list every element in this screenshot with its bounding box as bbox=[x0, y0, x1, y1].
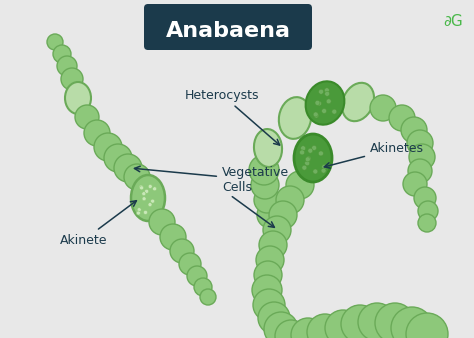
Circle shape bbox=[84, 120, 110, 146]
Circle shape bbox=[321, 168, 326, 173]
Circle shape bbox=[305, 157, 310, 162]
Ellipse shape bbox=[279, 97, 311, 139]
Circle shape bbox=[254, 187, 280, 213]
Circle shape bbox=[300, 150, 305, 155]
Circle shape bbox=[194, 278, 212, 296]
Circle shape bbox=[291, 318, 325, 338]
Circle shape bbox=[104, 144, 132, 172]
Text: Anabaena: Anabaena bbox=[165, 21, 291, 41]
Circle shape bbox=[187, 266, 207, 286]
Circle shape bbox=[252, 275, 282, 305]
Circle shape bbox=[406, 313, 448, 338]
Circle shape bbox=[139, 185, 143, 189]
Circle shape bbox=[61, 68, 83, 90]
Circle shape bbox=[403, 172, 427, 196]
Circle shape bbox=[264, 312, 298, 338]
Text: Heterocysts: Heterocysts bbox=[185, 89, 280, 145]
Circle shape bbox=[275, 320, 307, 338]
Ellipse shape bbox=[306, 81, 345, 125]
Circle shape bbox=[341, 305, 379, 338]
Circle shape bbox=[325, 310, 361, 338]
Circle shape bbox=[144, 211, 147, 214]
Circle shape bbox=[256, 246, 284, 274]
Circle shape bbox=[263, 216, 291, 244]
Circle shape bbox=[47, 34, 63, 50]
FancyBboxPatch shape bbox=[144, 4, 312, 50]
Circle shape bbox=[53, 45, 71, 63]
Circle shape bbox=[140, 186, 144, 190]
Circle shape bbox=[179, 253, 201, 275]
Circle shape bbox=[142, 192, 146, 196]
Circle shape bbox=[200, 289, 216, 305]
Ellipse shape bbox=[65, 82, 91, 114]
Circle shape bbox=[75, 105, 99, 129]
Circle shape bbox=[407, 130, 433, 156]
Circle shape bbox=[258, 302, 290, 334]
Text: ∂G: ∂G bbox=[443, 15, 463, 29]
Circle shape bbox=[114, 154, 142, 182]
Circle shape bbox=[306, 156, 311, 161]
Circle shape bbox=[257, 202, 283, 228]
Ellipse shape bbox=[342, 83, 374, 121]
Circle shape bbox=[253, 289, 285, 321]
Circle shape bbox=[148, 185, 152, 189]
Circle shape bbox=[145, 189, 149, 193]
Circle shape bbox=[322, 108, 327, 114]
Ellipse shape bbox=[294, 134, 332, 182]
Circle shape bbox=[315, 100, 320, 105]
Circle shape bbox=[137, 211, 140, 215]
Circle shape bbox=[375, 303, 415, 338]
Circle shape bbox=[249, 155, 279, 185]
Circle shape bbox=[142, 197, 146, 201]
Circle shape bbox=[313, 112, 318, 117]
Ellipse shape bbox=[254, 129, 282, 167]
Circle shape bbox=[151, 199, 155, 203]
Circle shape bbox=[391, 307, 433, 338]
Circle shape bbox=[319, 89, 324, 94]
Circle shape bbox=[322, 164, 327, 169]
Circle shape bbox=[408, 159, 432, 183]
Circle shape bbox=[418, 214, 436, 232]
Circle shape bbox=[137, 208, 141, 212]
Circle shape bbox=[251, 171, 279, 199]
Circle shape bbox=[259, 231, 287, 259]
Circle shape bbox=[301, 146, 306, 151]
Text: Vegetative
Cells: Vegetative Cells bbox=[135, 166, 289, 194]
Circle shape bbox=[311, 145, 317, 150]
Circle shape bbox=[160, 224, 186, 250]
Circle shape bbox=[124, 164, 150, 190]
Circle shape bbox=[305, 161, 310, 166]
Circle shape bbox=[313, 169, 318, 174]
Circle shape bbox=[370, 95, 396, 121]
Circle shape bbox=[319, 151, 323, 156]
Circle shape bbox=[307, 314, 343, 338]
Circle shape bbox=[94, 133, 122, 161]
Circle shape bbox=[308, 148, 313, 153]
Circle shape bbox=[401, 117, 427, 143]
Circle shape bbox=[418, 201, 438, 221]
Circle shape bbox=[57, 56, 77, 76]
Circle shape bbox=[389, 105, 415, 131]
Text: Akinete: Akinete bbox=[60, 201, 137, 246]
Circle shape bbox=[148, 203, 152, 207]
Circle shape bbox=[324, 88, 329, 93]
Ellipse shape bbox=[131, 175, 165, 221]
Circle shape bbox=[314, 113, 319, 118]
Circle shape bbox=[414, 187, 436, 209]
Circle shape bbox=[276, 186, 304, 214]
Circle shape bbox=[325, 91, 329, 96]
Circle shape bbox=[302, 165, 307, 170]
Circle shape bbox=[358, 303, 396, 338]
Circle shape bbox=[409, 144, 435, 170]
Circle shape bbox=[332, 109, 337, 114]
Circle shape bbox=[254, 261, 282, 289]
Circle shape bbox=[149, 209, 175, 235]
Circle shape bbox=[326, 99, 331, 104]
Text: Akinetes: Akinetes bbox=[324, 142, 424, 168]
Circle shape bbox=[153, 187, 156, 191]
Circle shape bbox=[269, 201, 297, 229]
Circle shape bbox=[317, 101, 321, 106]
Circle shape bbox=[286, 171, 314, 199]
Circle shape bbox=[170, 239, 194, 263]
